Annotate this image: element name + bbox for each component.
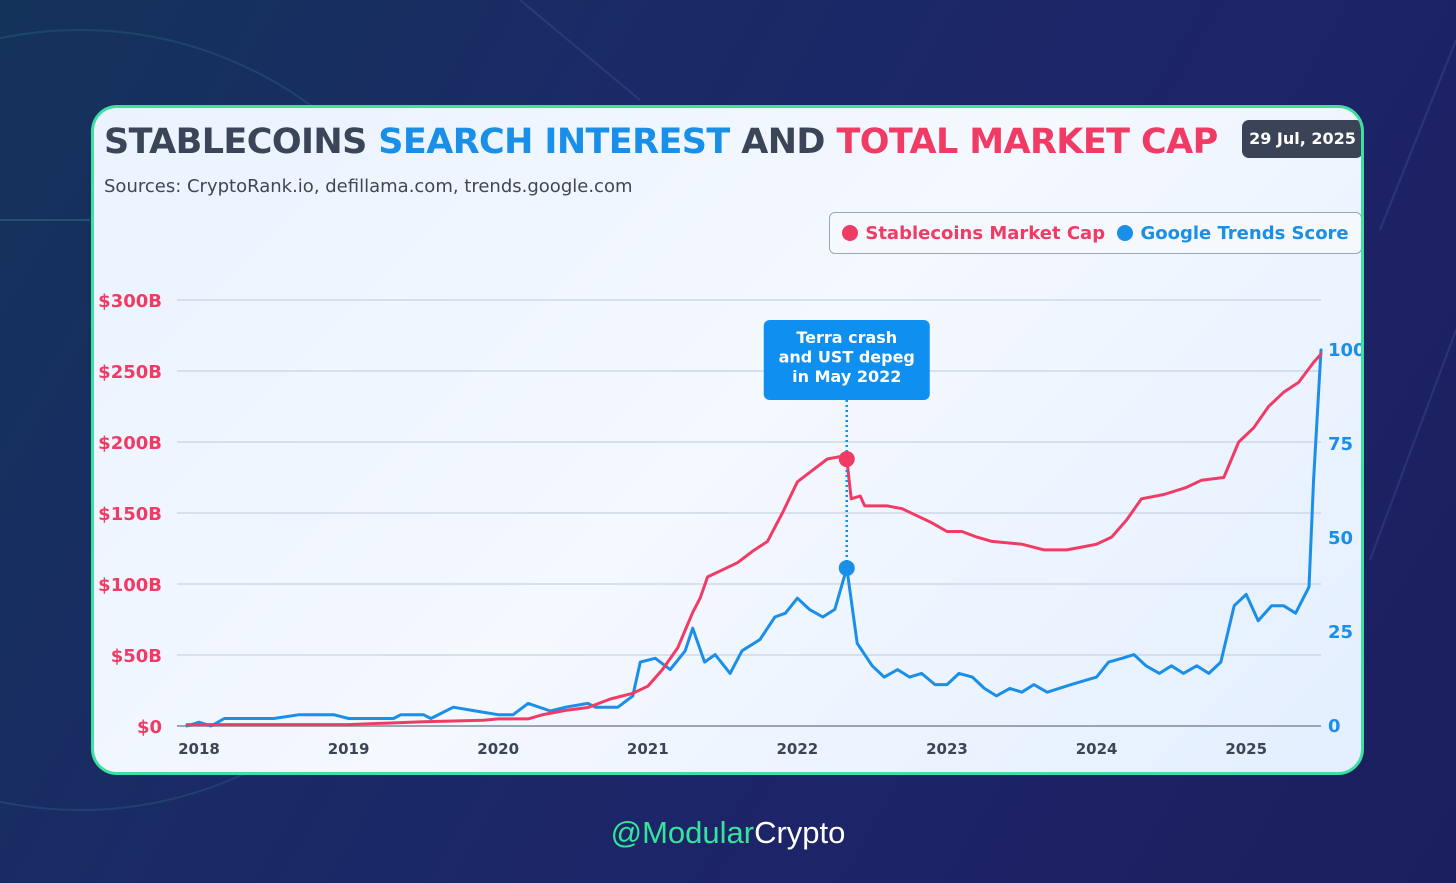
annotation-point-trends	[838, 560, 855, 577]
legend-dot-market-cap-icon	[842, 225, 859, 241]
sources-text: Sources: CryptoRank.io, defillama.com, t…	[104, 176, 633, 197]
y-left-tick-label: $200B	[98, 433, 162, 454]
series-line-google-trends	[185, 348, 1323, 728]
legend-label-market-cap: Stablecoins Market Cap	[865, 222, 1106, 244]
date-badge: 29 Jul, 2025	[1242, 120, 1361, 158]
title-part-search-interest: SEARCH INTEREST	[378, 122, 730, 162]
y-right-tick-label: 50	[1328, 528, 1353, 549]
watermark: @ModularCrypto	[0, 815, 1456, 851]
x-tick-label: 2018	[178, 740, 220, 758]
annotation-text-line: and UST depeg	[779, 348, 915, 367]
chart-card: STABLECOINS SEARCH INTEREST AND TOTAL MA…	[91, 105, 1364, 775]
legend-label-trends: Google Trends Score	[1140, 222, 1349, 244]
annotation-box	[763, 320, 930, 400]
y-right-tick-label: 75	[1328, 434, 1353, 455]
series-line-market-cap	[185, 352, 1323, 727]
chart-legend: Stablecoins Market Cap Google Trends Sco…	[829, 212, 1361, 254]
x-tick-label: 2022	[777, 740, 819, 758]
x-tick-label: 2021	[627, 740, 669, 758]
y-left-tick-label: $50B	[111, 646, 162, 667]
title-part-and: AND	[741, 122, 825, 162]
line-chart: $0 $50B $100B $150B $200B $250B $300B 0 25 50 75 10…	[98, 291, 1361, 758]
y-left-tick-label: $300B	[98, 291, 162, 312]
y-left-tick-label: $150B	[98, 504, 162, 525]
y-left-tick-label: $0	[137, 717, 162, 738]
x-tick-label: 2019	[328, 740, 370, 758]
y-right-tick-label: 100	[1328, 340, 1361, 361]
annotation-text-line: Terra crash	[796, 328, 897, 347]
x-tick-label: 2020	[477, 740, 519, 758]
watermark-handle-colored: @Modular	[610, 815, 755, 850]
annotation-point-market-cap	[838, 451, 855, 468]
chart-title: STABLECOINS SEARCH INTEREST AND TOTAL MA…	[104, 122, 1218, 162]
title-part-total-market-cap: TOTAL MARKET CAP	[836, 122, 1218, 162]
legend-dot-trends-icon	[1117, 225, 1134, 241]
y-right-tick-label: 25	[1328, 622, 1353, 643]
title-part-stablecoins: STABLECOINS	[104, 122, 367, 162]
y-left-tick-label: $250B	[98, 362, 162, 383]
y-left-tick-label: $100B	[98, 575, 162, 596]
y-right-tick-label: 0	[1328, 716, 1341, 737]
x-tick-label: 2025	[1225, 740, 1267, 758]
x-tick-label: 2023	[926, 740, 968, 758]
legend-item-market-cap: Stablecoins Market Cap	[842, 223, 1105, 244]
x-tick-label: 2024	[1076, 740, 1118, 758]
annotation-text-line: in May 2022	[792, 367, 901, 386]
legend-item-trends: Google Trends Score	[1117, 222, 1349, 244]
watermark-handle-rest: Crypto	[754, 815, 846, 850]
